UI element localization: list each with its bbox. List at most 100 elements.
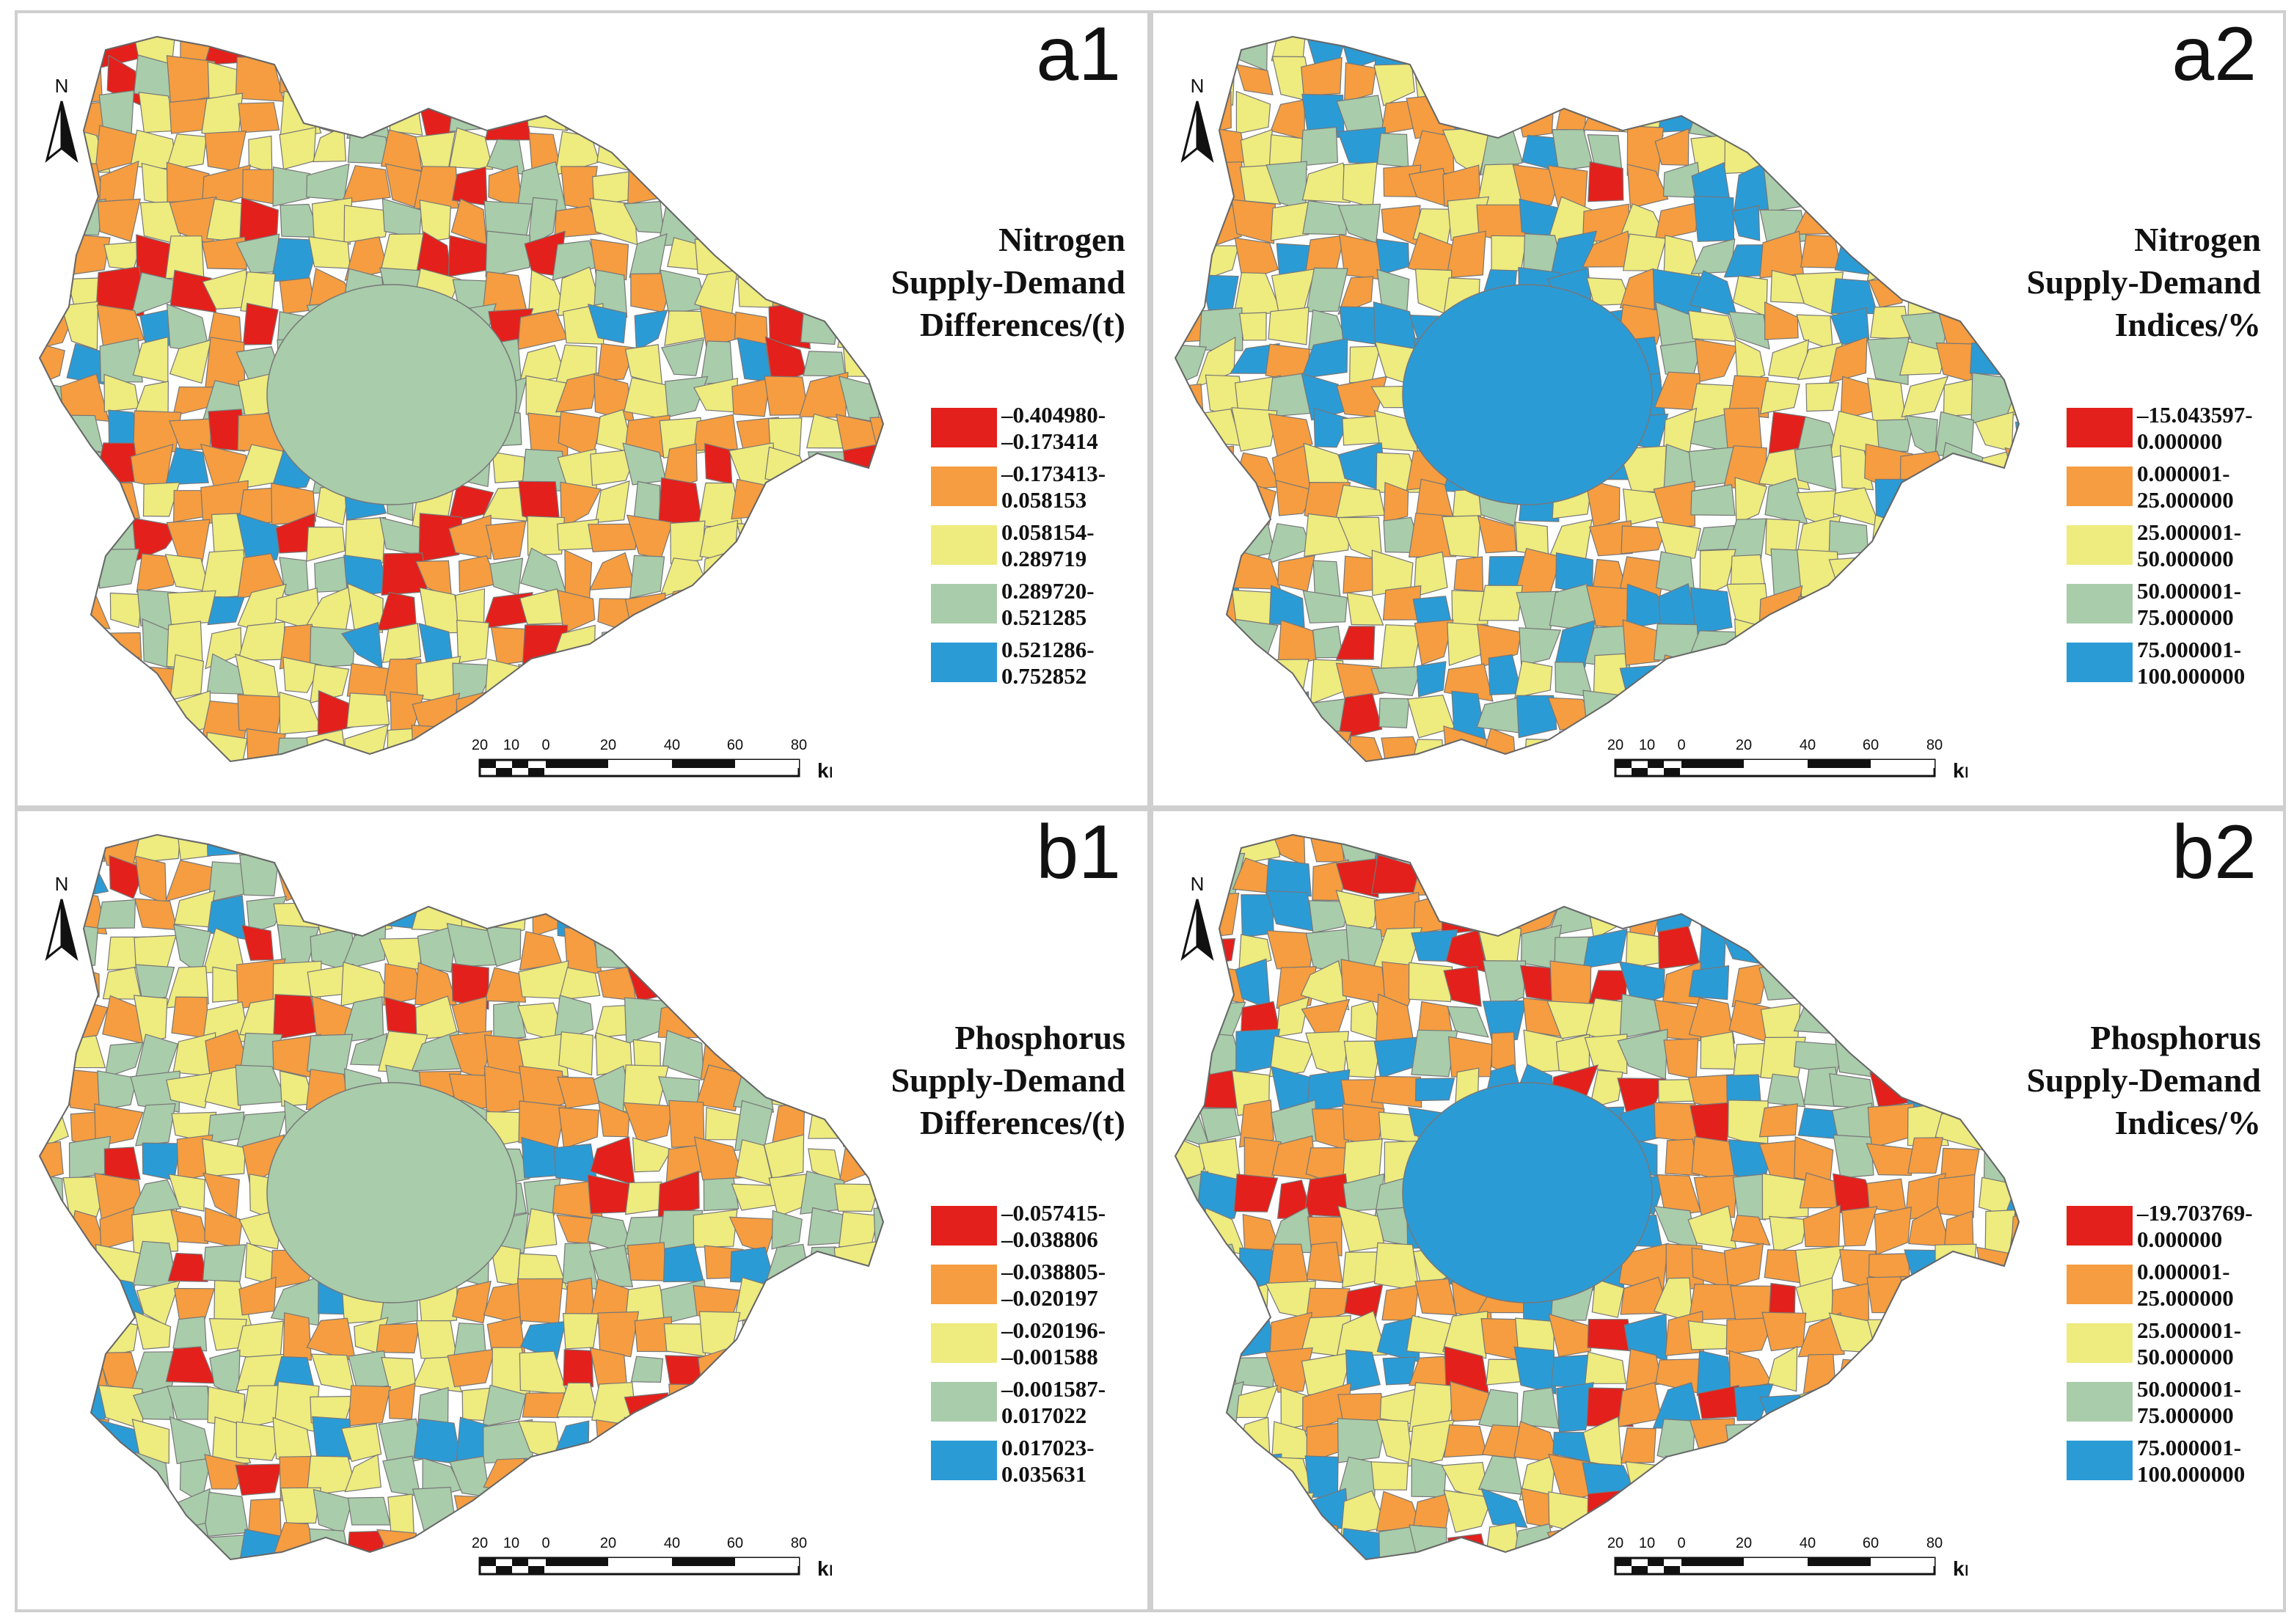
map-unit: [1902, 857, 1949, 900]
map-unit: [698, 618, 737, 659]
map-unit: [2014, 1419, 2019, 1461]
map-unit: [2004, 447, 2019, 485]
map-unit: [1700, 1031, 1737, 1070]
map-unit: [1761, 858, 1800, 899]
legend-swatch: [2067, 643, 2133, 682]
north-arrow-icon: N: [1180, 75, 1214, 163]
map-unit: [698, 835, 739, 868]
map-unit: [695, 965, 742, 1002]
map-unit: [1899, 341, 1947, 376]
map-panel-a1: a1 Nitrogen Supply-Demand Differences/(t…: [15, 10, 1150, 808]
map-unit: [1869, 161, 1910, 211]
map-unit: [1863, 65, 1916, 95]
map-unit: [2005, 655, 2019, 695]
map-unit: [590, 238, 629, 281]
map-unit: [704, 442, 733, 485]
map-unit: [341, 165, 391, 205]
map-unit: [799, 136, 842, 174]
map-unit: [1799, 1417, 1845, 1466]
map-unit: [763, 1243, 813, 1291]
map-unit: [1453, 759, 1491, 761]
map-unit: [1901, 934, 1948, 975]
map-unit: [1876, 418, 1914, 453]
map-unit: [1477, 37, 1529, 72]
map-unit: [40, 689, 65, 735]
map-unit: [1945, 37, 1987, 67]
map-unit: [282, 656, 322, 693]
map-unit: [40, 725, 75, 761]
map-unit: [589, 552, 636, 590]
map-unit: [874, 163, 883, 208]
map-unit: [624, 1416, 668, 1458]
map-unit: [521, 61, 564, 106]
legend-title-line: Nitrogen: [2134, 221, 2261, 258]
legend-title-line: Supply-Demand: [891, 263, 1125, 301]
map-unit: [236, 758, 284, 761]
map-unit: [764, 446, 814, 488]
map-unit: [1831, 1461, 1869, 1500]
map-unit: [65, 626, 111, 670]
map-unit: [169, 1559, 213, 1603]
map-unit: [2013, 1521, 2019, 1559]
map-unit: [1343, 1040, 1382, 1078]
map-unit: [558, 1031, 593, 1076]
map-unit: [804, 37, 849, 64]
map-unit: [1559, 731, 1590, 761]
map-unit: [731, 478, 781, 520]
svg-text:N: N: [55, 75, 69, 97]
map-unit: [590, 448, 639, 486]
map-unit: [806, 622, 850, 662]
map-unit: [136, 734, 171, 761]
map-unit: [40, 478, 70, 524]
map-unit: [1869, 970, 1912, 1006]
map-unit: [1730, 37, 1764, 70]
map-unit: [1938, 442, 1986, 492]
map-unit: [1519, 627, 1562, 667]
map-unit: [871, 1347, 883, 1397]
map-unit: [768, 901, 813, 932]
map-unit: [1730, 1215, 1771, 1246]
map-unit: [1830, 895, 1879, 932]
map-unit: [167, 1252, 208, 1282]
map-unit: [321, 65, 354, 101]
map-unit: [417, 1532, 456, 1559]
map-unit: [1480, 728, 1516, 761]
map-unit: [134, 898, 178, 931]
map-unit: [109, 592, 143, 629]
map-unit: [1268, 307, 1309, 345]
map-unit: [1690, 483, 1736, 516]
map-panel-b1: b1 Phosphorus Supply-Demand Differences/…: [15, 808, 1150, 1612]
map-unit: [1235, 1384, 1279, 1419]
map-unit: [1661, 857, 1697, 904]
map-unit: [235, 1463, 282, 1496]
map-unit: [1335, 484, 1386, 519]
map-unit: [870, 37, 883, 68]
map-unit: [1834, 233, 1878, 277]
map-unit: [134, 1532, 179, 1559]
map-unit: [95, 632, 142, 665]
map-unit: [1908, 1317, 1946, 1361]
map-unit: [1731, 962, 1769, 1008]
svg-text:N: N: [1191, 873, 1205, 895]
map-unit: [1971, 1454, 2016, 1501]
map-unit: [834, 1183, 880, 1212]
map-unit: [877, 520, 883, 558]
map-unit: [1408, 37, 1453, 65]
map-unit: [869, 1562, 917, 1593]
map-unit: [591, 65, 627, 103]
map-unit: [1478, 585, 1523, 621]
map-unit: [769, 966, 815, 998]
map-unit: [834, 1324, 874, 1360]
map-unit: [880, 863, 883, 901]
map-unit: [2010, 1208, 2019, 1251]
map-unit: [1976, 623, 2019, 670]
map-unit: [1734, 477, 1768, 525]
map-unit: [1196, 37, 1232, 65]
map-unit: [728, 692, 775, 729]
map-unit: [593, 1452, 631, 1499]
map-unit: [1337, 1418, 1387, 1463]
map-unit: [1175, 1381, 1209, 1432]
map-unit: [869, 415, 883, 445]
map-unit: [765, 1346, 806, 1393]
map-unit: [1202, 482, 1243, 525]
